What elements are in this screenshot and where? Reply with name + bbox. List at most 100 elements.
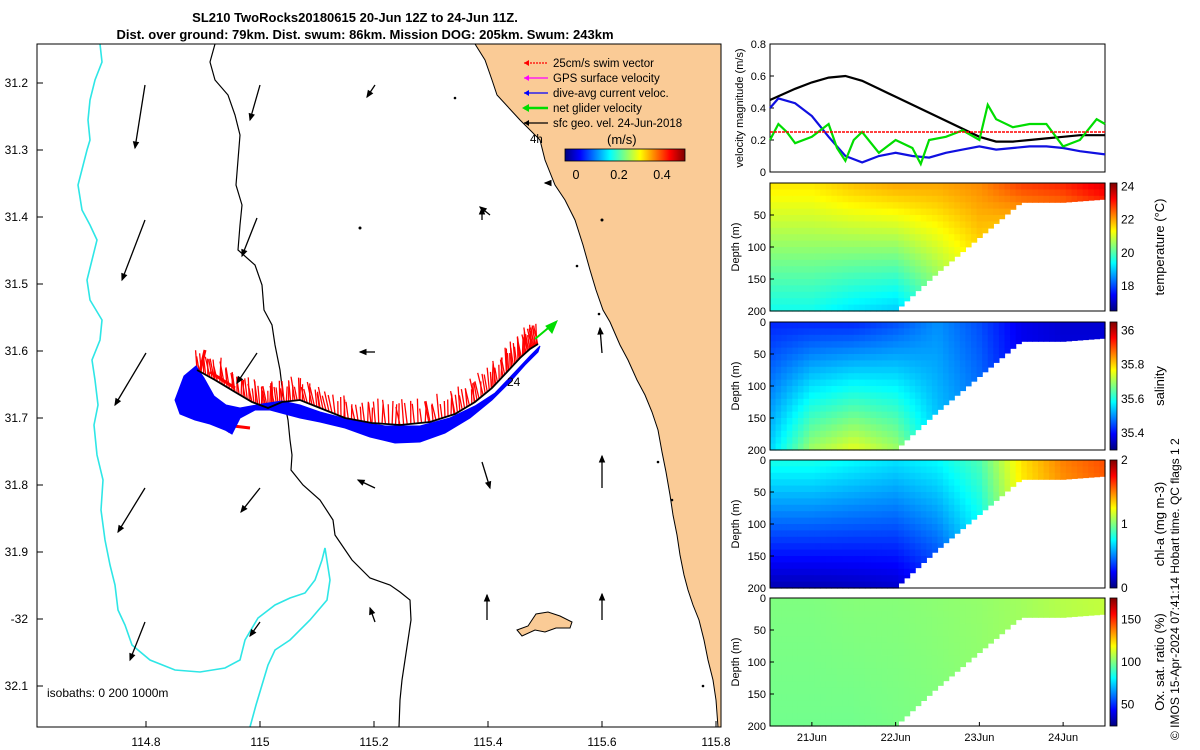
profile-cell	[943, 373, 950, 381]
profile-cell	[876, 379, 883, 387]
geo-arrow-head	[366, 89, 374, 99]
profile-cell	[781, 543, 788, 551]
profile-cell	[1015, 341, 1022, 345]
profile-cell	[831, 392, 838, 400]
profile-cell	[959, 240, 967, 248]
profile-cell	[864, 568, 872, 576]
profile-cell	[837, 183, 844, 190]
profile-cell	[870, 706, 877, 714]
profile-cell	[948, 221, 955, 229]
profile-cell	[915, 460, 922, 467]
profile-cell	[831, 443, 838, 451]
profile-cell	[881, 492, 888, 499]
profile-cell	[887, 279, 894, 286]
profile-cell	[809, 334, 816, 342]
profile-cell	[797, 247, 805, 254]
profile-cell	[892, 617, 900, 625]
profile-cell	[831, 366, 838, 374]
profile-cell	[837, 322, 844, 329]
profile-cell	[837, 195, 844, 203]
profile-cell	[870, 443, 877, 451]
profile-cell	[825, 360, 833, 368]
profile-cell	[887, 649, 894, 657]
profile-cell	[915, 636, 922, 644]
swim-vector	[457, 386, 461, 412]
profile-cell	[842, 668, 849, 676]
profile-cell	[1004, 334, 1011, 342]
profile-cell	[786, 424, 793, 432]
profile-cell	[881, 543, 888, 551]
profile-cell	[797, 291, 805, 299]
profile-cell	[1049, 334, 1056, 342]
time-xtick-label: 21Jun	[797, 732, 827, 744]
profile-cell	[965, 183, 972, 190]
profile-cell	[1010, 341, 1017, 349]
profile-cell	[809, 304, 816, 312]
profile-cell	[1099, 598, 1106, 605]
profile-cell	[876, 668, 883, 676]
profile-cell	[853, 373, 860, 381]
profile-cell	[887, 719, 894, 727]
profile-cell	[837, 479, 844, 487]
profile-cell	[892, 443, 900, 451]
profile-cell	[792, 617, 799, 625]
profile-cell	[876, 215, 883, 222]
profile-cell	[770, 530, 777, 538]
profile-cell	[837, 562, 844, 570]
profile-cell	[853, 189, 860, 197]
profile-cell	[1026, 195, 1034, 203]
profile-cell	[926, 524, 933, 531]
profile-cell	[820, 253, 827, 261]
profile-cell	[1021, 610, 1028, 618]
profile-ytick-label: 100	[748, 657, 766, 669]
profile-cell	[859, 221, 866, 229]
profile-cell	[876, 610, 883, 618]
profile-cell	[948, 460, 955, 467]
profile-cell	[825, 266, 833, 274]
profile-cell	[842, 240, 849, 248]
profile-cell	[915, 386, 922, 393]
profile-cell	[870, 492, 877, 499]
profile-cell	[959, 386, 967, 392]
profile-cell	[920, 259, 927, 267]
profile-cell	[870, 386, 877, 393]
profile-cell	[786, 373, 793, 381]
profile-colorbar-tick: 18	[1121, 279, 1135, 293]
profile-cell	[831, 322, 838, 329]
profile-cell	[1077, 604, 1084, 612]
profile-cell	[825, 208, 833, 216]
profile-cell	[825, 636, 833, 644]
profile-cell	[803, 221, 810, 229]
profile-cell	[887, 662, 894, 669]
profile-cell	[864, 392, 872, 400]
profile-cell	[803, 536, 810, 544]
profile-cell	[937, 202, 944, 210]
profile-cell	[976, 479, 983, 487]
profile-cell	[775, 298, 782, 306]
profile-cell	[965, 195, 972, 203]
profile-cell	[926, 234, 933, 242]
profile-cell	[987, 183, 994, 190]
profile-cell	[820, 492, 827, 499]
profile-cell	[943, 466, 950, 474]
profile-cell	[809, 298, 816, 306]
profile-cell	[915, 504, 922, 512]
profile-cell	[864, 379, 872, 387]
profile-cell	[870, 247, 877, 254]
profile-cell	[797, 360, 805, 368]
profile-cell	[864, 556, 872, 563]
profile-cell	[915, 681, 922, 689]
profile-cell	[887, 568, 894, 576]
profile-cell	[853, 279, 860, 286]
profile-cell	[859, 208, 866, 216]
profile-cell	[965, 511, 972, 519]
profile-cell	[831, 227, 838, 235]
profile-cell	[859, 354, 866, 361]
profile-cell	[904, 373, 911, 381]
profile-cell	[870, 687, 877, 695]
profile-ytick-label: 50	[754, 487, 766, 499]
profile-cell	[948, 360, 955, 368]
profile-cell	[881, 405, 888, 413]
profile-cell	[814, 706, 821, 714]
profile-cell	[864, 562, 872, 570]
